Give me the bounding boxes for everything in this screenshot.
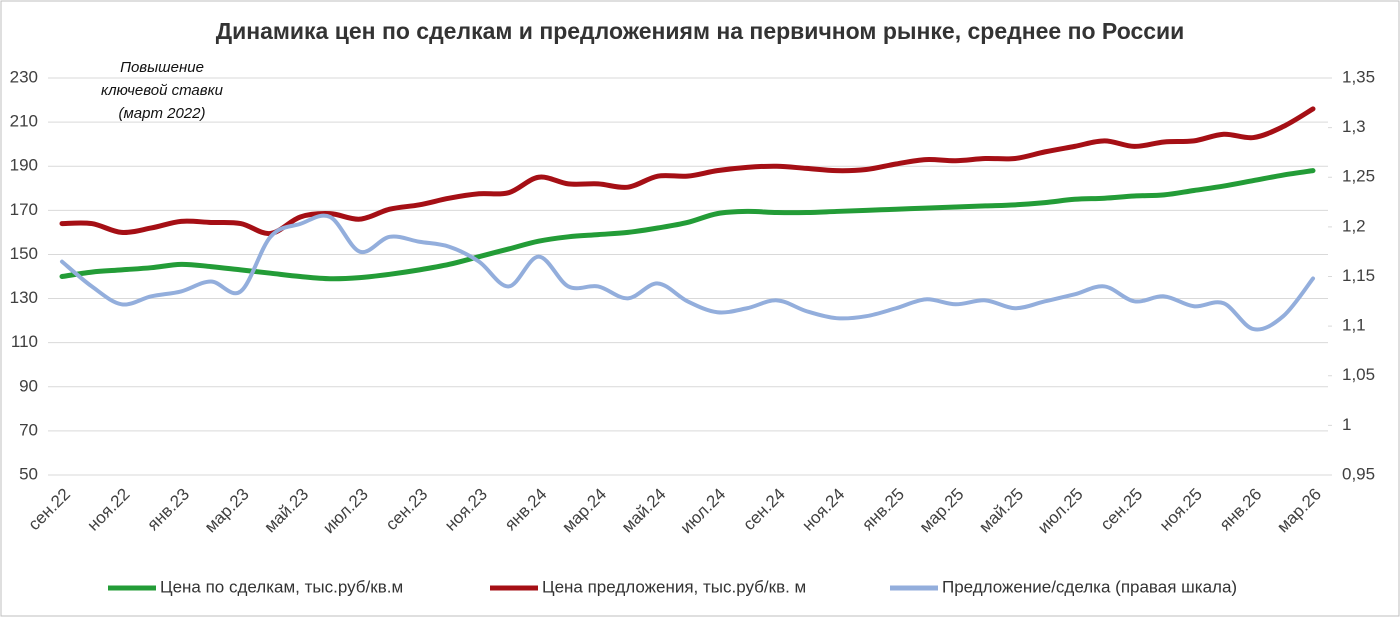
y2-tick-label: 1,05	[1342, 365, 1375, 384]
y-tick-label: 230	[10, 67, 38, 86]
y2-tick-label: 1,35	[1342, 67, 1375, 86]
annotation: Повышение	[120, 59, 204, 76]
y2-tick-label: 1	[1342, 415, 1351, 434]
y-tick-label: 110	[11, 332, 38, 351]
y-tick-label: 70	[19, 420, 38, 439]
annotation: (март 2022)	[119, 105, 206, 122]
chart-title: Динамика цен по сделкам и предложениям н…	[216, 18, 1185, 44]
y-tick-label: 50	[19, 464, 38, 483]
y-tick-label: 130	[10, 288, 38, 307]
y2-tick-label: 0,95	[1342, 464, 1375, 483]
y2-tick-label: 1,25	[1342, 167, 1375, 186]
y2-tick-label: 1,2	[1342, 216, 1366, 235]
y-tick-label: 170	[10, 200, 38, 219]
series-line	[60, 213, 1315, 332]
annotation: ключевой ставки	[101, 82, 224, 99]
series-line	[59, 168, 1316, 282]
y2-tick-label: 1,15	[1342, 266, 1375, 285]
y-tick-label: 210	[10, 112, 38, 131]
legend-label: Цена предложения, тыс.руб/кв. м	[542, 577, 806, 596]
y-tick-label: 150	[10, 244, 38, 263]
y-tick-label: 90	[19, 376, 38, 395]
y-tick-label: 190	[10, 156, 38, 175]
legend-label: Предложение/сделка (правая шкала)	[942, 577, 1237, 596]
series-line	[59, 106, 1316, 236]
y2-tick-label: 1,1	[1342, 316, 1366, 335]
y2-tick-label: 1,3	[1342, 117, 1366, 136]
legend-label: Цена по сделкам, тыс.руб/кв.м	[160, 577, 403, 596]
